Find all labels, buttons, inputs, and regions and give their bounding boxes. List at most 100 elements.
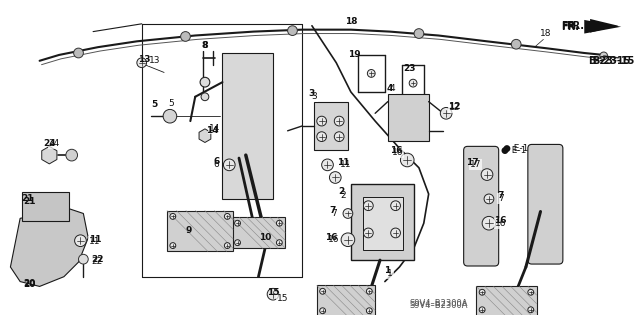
Circle shape bbox=[225, 243, 230, 249]
Circle shape bbox=[366, 288, 372, 294]
Text: 11: 11 bbox=[90, 237, 100, 246]
Circle shape bbox=[170, 243, 176, 249]
Text: FR.: FR. bbox=[566, 21, 584, 31]
Text: 12: 12 bbox=[449, 103, 461, 112]
Circle shape bbox=[341, 233, 355, 247]
Circle shape bbox=[343, 209, 353, 218]
Text: FR.: FR. bbox=[561, 21, 579, 31]
Text: 11: 11 bbox=[340, 160, 352, 169]
Text: S9V4–B2300A: S9V4–B2300A bbox=[409, 300, 468, 308]
Text: FR.: FR. bbox=[561, 22, 579, 32]
Text: 15: 15 bbox=[267, 288, 279, 297]
Text: 7: 7 bbox=[497, 191, 504, 200]
Text: 3: 3 bbox=[309, 89, 315, 98]
Text: 20: 20 bbox=[24, 279, 36, 288]
Text: 4: 4 bbox=[387, 85, 393, 93]
Circle shape bbox=[320, 288, 326, 294]
Circle shape bbox=[276, 240, 282, 246]
Circle shape bbox=[200, 77, 210, 87]
Circle shape bbox=[390, 201, 401, 211]
Text: 1: 1 bbox=[384, 266, 390, 275]
Bar bbox=[22, 192, 68, 221]
Text: B-23-15: B-23-15 bbox=[588, 56, 630, 66]
Text: 11: 11 bbox=[337, 159, 349, 167]
Bar bbox=[388, 94, 429, 141]
Circle shape bbox=[276, 220, 282, 226]
Text: B-23-15: B-23-15 bbox=[592, 56, 634, 66]
Bar bbox=[167, 211, 233, 251]
FancyBboxPatch shape bbox=[463, 146, 499, 266]
Circle shape bbox=[330, 172, 341, 183]
Circle shape bbox=[137, 58, 147, 68]
Text: 11: 11 bbox=[89, 235, 101, 244]
Text: 5: 5 bbox=[168, 99, 174, 108]
Bar bbox=[317, 286, 375, 316]
Circle shape bbox=[600, 52, 607, 60]
Text: 16: 16 bbox=[328, 235, 339, 244]
Text: 16: 16 bbox=[495, 219, 506, 228]
Circle shape bbox=[401, 153, 414, 167]
Circle shape bbox=[481, 169, 493, 181]
Circle shape bbox=[235, 220, 241, 226]
Circle shape bbox=[267, 288, 279, 300]
Text: 16: 16 bbox=[494, 216, 507, 225]
Circle shape bbox=[322, 159, 333, 171]
Text: 22: 22 bbox=[92, 255, 104, 264]
Circle shape bbox=[484, 194, 494, 204]
Circle shape bbox=[479, 307, 485, 313]
Circle shape bbox=[223, 159, 235, 171]
Circle shape bbox=[320, 308, 326, 314]
Text: 8: 8 bbox=[202, 41, 208, 50]
Circle shape bbox=[235, 240, 241, 246]
Text: 6: 6 bbox=[214, 158, 220, 167]
Text: 22: 22 bbox=[92, 257, 102, 266]
Text: 19: 19 bbox=[348, 50, 361, 59]
Text: ● E-1: ● E-1 bbox=[500, 146, 526, 155]
Text: 13: 13 bbox=[138, 55, 151, 64]
Circle shape bbox=[334, 116, 344, 126]
Circle shape bbox=[414, 29, 424, 38]
Circle shape bbox=[511, 39, 521, 49]
Text: 24: 24 bbox=[49, 139, 60, 148]
FancyBboxPatch shape bbox=[528, 145, 563, 264]
Text: 17: 17 bbox=[470, 160, 481, 169]
Circle shape bbox=[366, 308, 372, 314]
Polygon shape bbox=[42, 146, 57, 164]
Text: 24: 24 bbox=[43, 139, 56, 148]
Circle shape bbox=[225, 213, 230, 219]
Bar bbox=[362, 197, 403, 250]
Bar bbox=[351, 184, 414, 260]
Text: 7: 7 bbox=[329, 206, 335, 215]
Polygon shape bbox=[584, 20, 621, 33]
Text: 1: 1 bbox=[387, 269, 392, 278]
Text: 4: 4 bbox=[390, 85, 396, 93]
Circle shape bbox=[317, 132, 326, 142]
Circle shape bbox=[364, 228, 373, 238]
Circle shape bbox=[440, 108, 452, 119]
Text: 10: 10 bbox=[259, 233, 271, 242]
Circle shape bbox=[334, 132, 344, 142]
Circle shape bbox=[482, 216, 496, 230]
Polygon shape bbox=[590, 19, 618, 33]
Circle shape bbox=[287, 26, 298, 35]
Text: 21: 21 bbox=[22, 194, 34, 204]
Circle shape bbox=[364, 201, 373, 211]
Text: 6: 6 bbox=[214, 160, 220, 169]
Circle shape bbox=[74, 48, 83, 58]
Text: 23: 23 bbox=[403, 64, 415, 73]
Text: 7: 7 bbox=[332, 209, 337, 218]
Bar bbox=[232, 217, 285, 249]
Circle shape bbox=[409, 79, 417, 87]
Circle shape bbox=[75, 235, 86, 247]
Text: 5: 5 bbox=[151, 100, 157, 109]
Bar bbox=[223, 53, 273, 199]
Text: 18: 18 bbox=[344, 17, 357, 26]
Circle shape bbox=[479, 289, 485, 295]
Text: 7: 7 bbox=[498, 194, 504, 204]
Text: 17: 17 bbox=[466, 159, 479, 167]
Text: 15: 15 bbox=[277, 293, 289, 303]
Circle shape bbox=[528, 289, 534, 295]
Bar bbox=[476, 286, 536, 315]
Text: 16: 16 bbox=[392, 148, 403, 157]
Circle shape bbox=[528, 307, 534, 313]
